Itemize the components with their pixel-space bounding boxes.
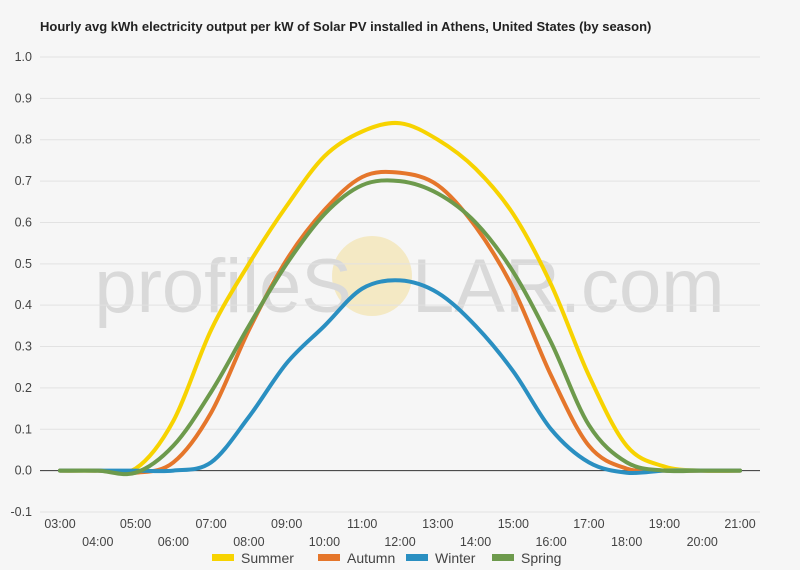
y-tick-label: 0.4 [15, 298, 32, 312]
x-tick-label: 08:00 [233, 535, 264, 549]
chart-title: Hourly avg kWh electricity output per kW… [40, 19, 652, 34]
legend-swatch-autumn [318, 554, 340, 561]
y-tick-label: 1.0 [15, 50, 32, 64]
y-tick-label: 0.0 [15, 464, 32, 478]
x-tick-label: 05:00 [120, 517, 151, 531]
profilesolar-watermark: profileS LAR.com [94, 236, 725, 329]
x-tick-label: 12:00 [384, 535, 415, 549]
x-tick-label: 20:00 [687, 535, 718, 549]
y-axis: -0.1 0.0 0.1 0.2 0.3 0.4 0.5 0.6 0.7 0.8 0.9 1.0 [10, 50, 32, 519]
y-tick-label: 0.8 [15, 133, 32, 147]
x-tick-label: 13:00 [422, 517, 453, 531]
legend: Summer Autumn Winter Spring [212, 550, 561, 566]
x-tick-label: 10:00 [309, 535, 340, 549]
x-tick-label: 07:00 [195, 517, 226, 531]
y-tick-label: 0.2 [15, 381, 32, 395]
x-tick-label: 09:00 [271, 517, 302, 531]
x-tick-label: 18:00 [611, 535, 642, 549]
series-line-spring [58, 178, 742, 477]
y-tick-label: 0.6 [15, 215, 32, 229]
legend-label-spring: Spring [521, 550, 561, 566]
legend-label-winter: Winter [435, 550, 476, 566]
x-axis: 03:00 04:00 05:00 06:00 07:00 08:00 09:00 10:00… [44, 517, 755, 549]
x-tick-label: 06:00 [158, 535, 189, 549]
x-tick-label: 19:00 [649, 517, 680, 531]
x-tick-label: 15:00 [498, 517, 529, 531]
y-tick-label: 0.3 [15, 340, 32, 354]
y-tick-label: 0.7 [15, 174, 32, 188]
watermark-text-left: profileS [94, 244, 352, 329]
legend-swatch-summer [212, 554, 234, 561]
x-tick-label: 21:00 [724, 517, 755, 531]
x-tick-label: 03:00 [44, 517, 75, 531]
series-line-autumn [58, 169, 742, 476]
y-tick-label: 0.9 [15, 91, 32, 105]
legend-swatch-spring [492, 554, 514, 561]
x-tick-label: 14:00 [460, 535, 491, 549]
series-line-winter [58, 278, 742, 476]
legend-label-autumn: Autumn [347, 550, 395, 566]
y-tick-label: 0.5 [15, 257, 32, 271]
x-tick-label: 11:00 [347, 517, 377, 531]
y-tick-label: -0.1 [10, 505, 32, 519]
legend-swatch-winter [406, 554, 428, 561]
x-tick-label: 17:00 [573, 517, 604, 531]
series-lines [58, 120, 742, 477]
legend-label-summer: Summer [241, 550, 294, 566]
x-tick-label: 04:00 [82, 535, 113, 549]
x-tick-label: 16:00 [535, 535, 566, 549]
y-tick-label: 0.1 [15, 422, 32, 436]
series-line-summer [58, 120, 742, 475]
watermark-text-right: LAR.com [412, 244, 725, 329]
